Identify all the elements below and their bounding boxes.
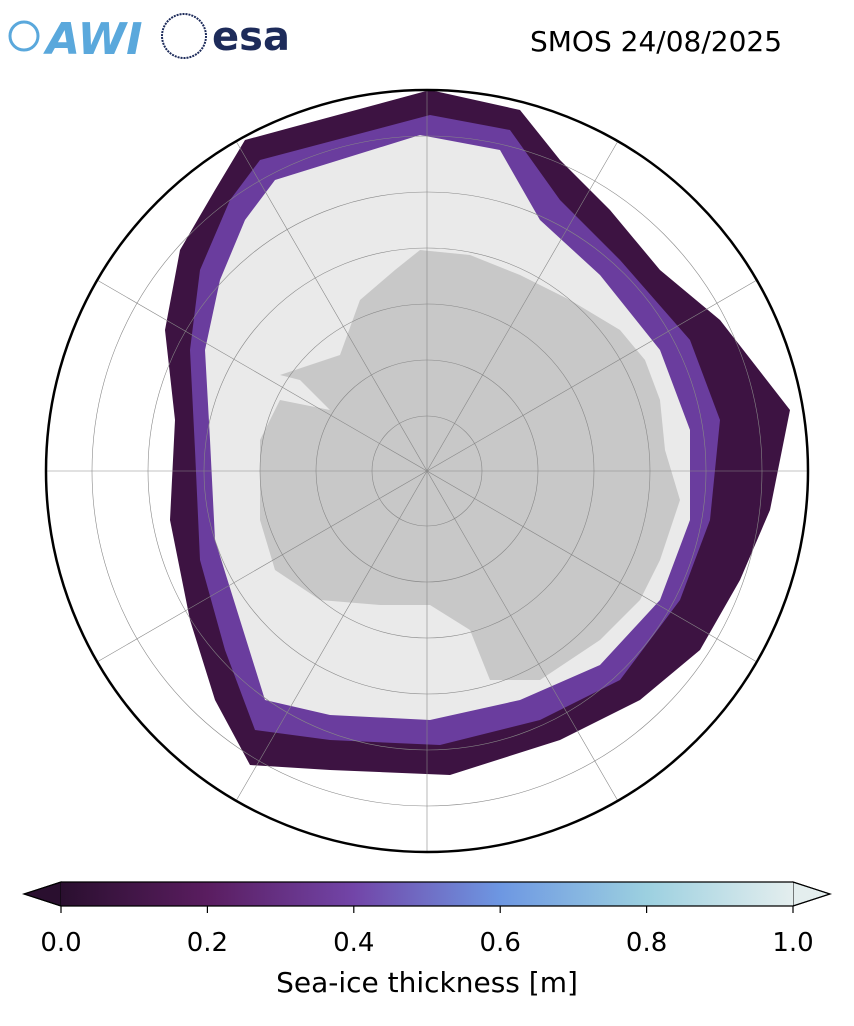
colorbar-gradient	[61, 882, 793, 906]
graticule	[46, 90, 808, 852]
continent	[260, 250, 680, 680]
colorbar-tick-label: 0.8	[626, 928, 667, 958]
colorbar-label: Sea-ice thickness [m]	[276, 966, 578, 999]
colorbar-extend-low	[22, 881, 62, 907]
esa-text: esa	[212, 14, 290, 60]
colorbar-tick-label: 0.2	[187, 928, 228, 958]
awi-logo: AWI	[8, 14, 143, 65]
map-title: SMOS 24/08/2025	[530, 25, 782, 58]
colorbar-tick-label: 0.6	[480, 928, 521, 958]
colorbar: 0.0 0.2 0.4 0.6 0.8 1.0	[22, 881, 832, 958]
map	[46, 90, 808, 852]
colorbar-extend-high	[792, 881, 832, 907]
colorbar-tick-label: 0.4	[333, 928, 374, 958]
colorbar-tick-label: 0.0	[40, 928, 81, 958]
awi-text: AWI	[43, 14, 143, 65]
map-border	[44, 88, 810, 854]
esa-logo: esa	[161, 13, 290, 60]
colorbar-tick-label: 1.0	[772, 928, 813, 958]
